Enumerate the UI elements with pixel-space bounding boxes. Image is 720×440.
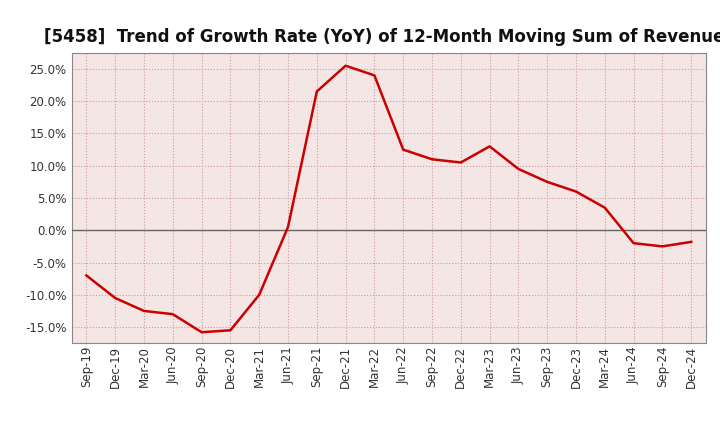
Title: [5458]  Trend of Growth Rate (YoY) of 12-Month Moving Sum of Revenues: [5458] Trend of Growth Rate (YoY) of 12-… — [44, 28, 720, 46]
